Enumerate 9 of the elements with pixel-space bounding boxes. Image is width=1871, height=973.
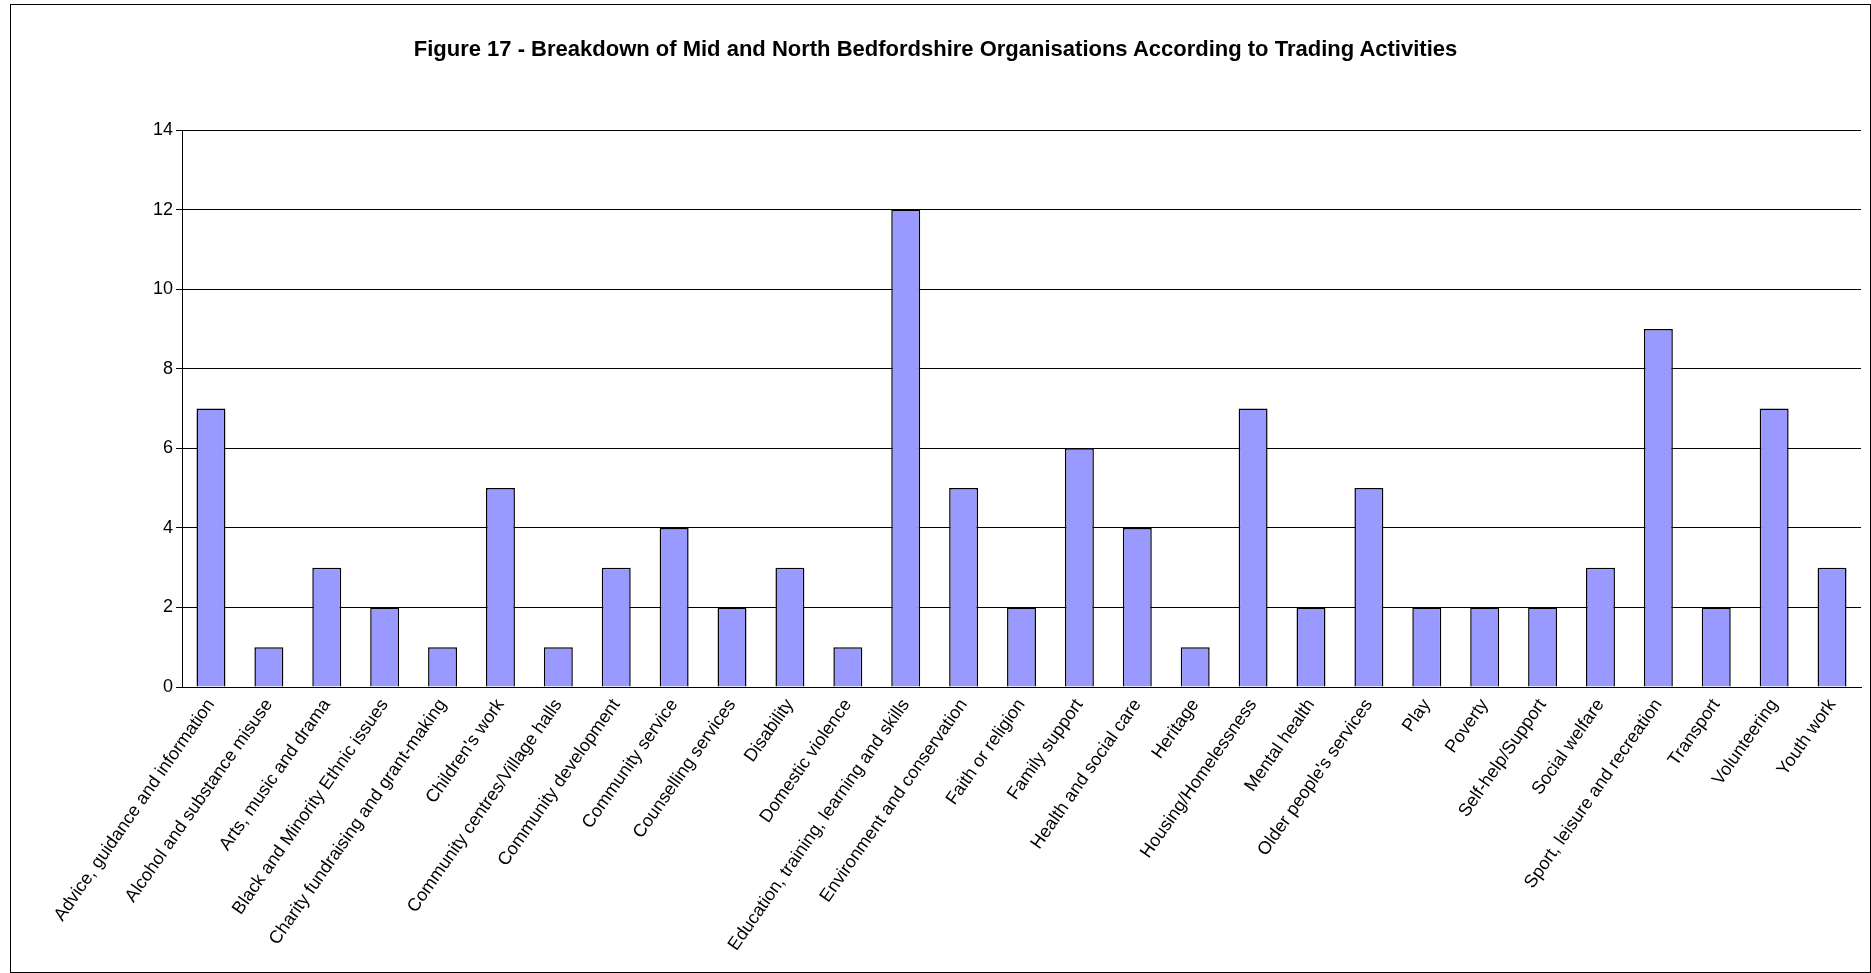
y-tick-label: 2 (163, 596, 174, 617)
y-tick-label: 8 (163, 357, 174, 378)
y-tick-label: 12 (152, 198, 174, 219)
y-tick-label: 14 (152, 118, 174, 139)
y-tick-label: 4 (163, 516, 174, 537)
y-tick-label: 0 (163, 676, 174, 697)
chart-title: Figure 17 - Breakdown of Mid and North Bedfordshire Organisations According to Trading Activities (412, 36, 1459, 62)
y-tick-label: 10 (152, 278, 174, 299)
y-tick-label: 6 (163, 437, 174, 458)
